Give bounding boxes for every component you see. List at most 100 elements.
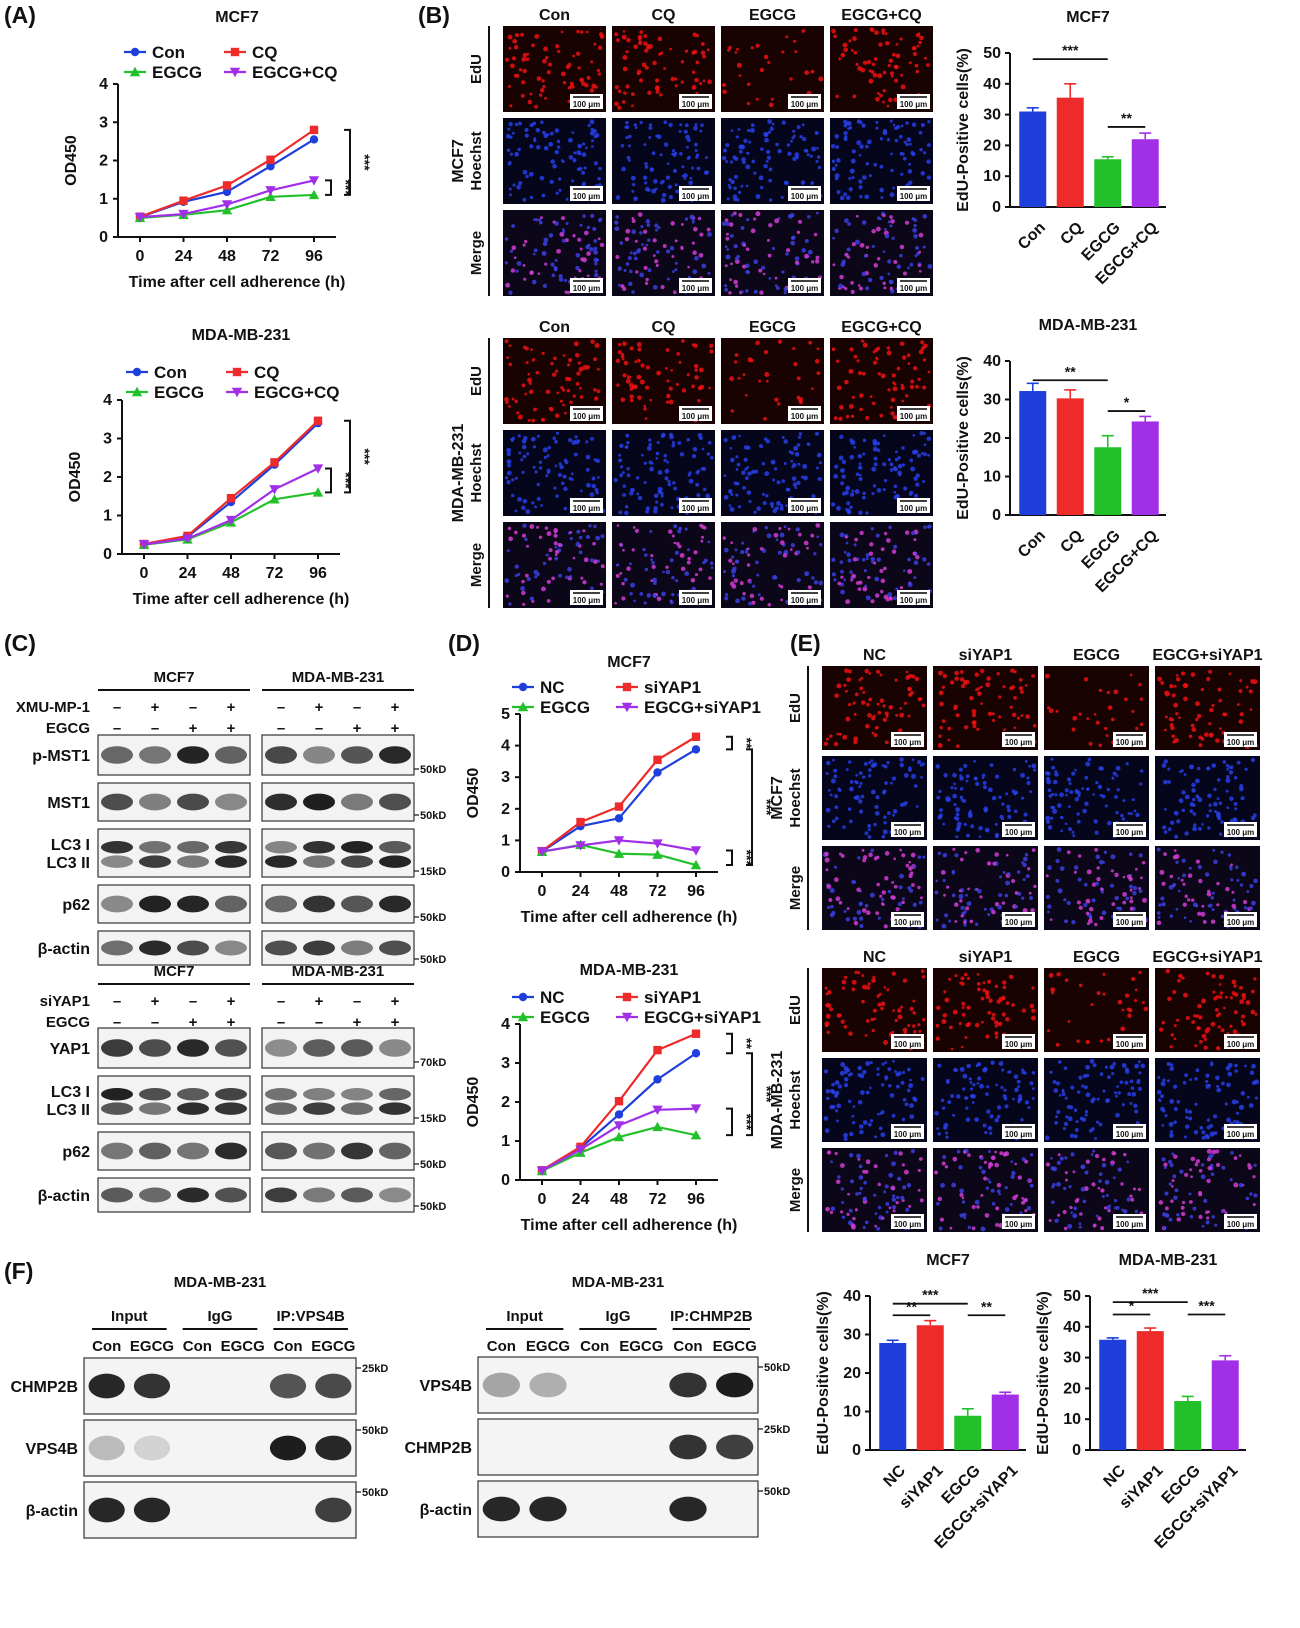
cell-dot (723, 438, 728, 443)
cell-dot (918, 250, 922, 254)
cell-dot (522, 498, 528, 504)
cell-dot (594, 342, 600, 348)
scale-bar-label: 100 μm (573, 100, 601, 109)
cell-dot (660, 285, 665, 290)
cell-dot (575, 253, 581, 258)
cell-dot (871, 228, 876, 234)
cell-dot (566, 388, 571, 393)
cell-dot (872, 72, 878, 78)
cell-dot (665, 175, 670, 180)
cell-dot (555, 44, 560, 49)
cell-dot (836, 189, 841, 195)
row-label: EdU (468, 366, 485, 396)
cell-dot (681, 174, 685, 178)
cell-dot (910, 150, 915, 155)
cell-dot (634, 239, 638, 243)
cell-dot (775, 506, 779, 511)
cell-dot (649, 398, 653, 402)
cell-dot (879, 187, 884, 193)
cell-dot (816, 155, 821, 159)
column-header: EGCG+CQ (841, 319, 921, 336)
cell-dot (813, 232, 818, 237)
cell-dot (851, 176, 855, 180)
cell-dot (635, 270, 639, 274)
cell-dot (765, 494, 769, 498)
data-point (270, 458, 279, 467)
cell-dot (920, 340, 925, 345)
cell-dot (621, 166, 626, 172)
cell-dot (734, 257, 739, 261)
data-point (309, 135, 319, 144)
data-point (266, 162, 275, 171)
cell-dot (633, 196, 638, 202)
cell-dot (721, 221, 727, 227)
cell-dot (538, 460, 543, 464)
cell-dot (748, 140, 752, 144)
cell-dot (781, 120, 786, 125)
cell-dot (771, 122, 775, 126)
cell-dot (859, 120, 863, 125)
cell-dot (578, 166, 583, 172)
cell-dot (918, 349, 924, 355)
cell-dot (512, 38, 518, 44)
cell-dot (691, 241, 695, 245)
cell-dot (561, 239, 566, 243)
cell-dot (729, 278, 733, 282)
cell-dot (626, 375, 632, 380)
legend-entry: Con (152, 43, 185, 62)
cell-dot (811, 387, 814, 390)
cell-dot (561, 481, 565, 486)
cell-dot (558, 274, 563, 279)
sig-label: *** (357, 154, 373, 171)
cell-dot (667, 482, 672, 487)
cell-dot (745, 269, 750, 275)
cell-dot (918, 269, 922, 273)
cell-dot (619, 443, 624, 449)
cell-dot (630, 92, 635, 96)
cell-dot (705, 493, 711, 499)
cell-dot (804, 253, 809, 259)
cell-dot (750, 123, 755, 128)
scale-bar-label: 100 μm (900, 100, 928, 109)
cell-dot (639, 272, 645, 278)
cell-dot (614, 32, 619, 37)
cell-dot (674, 84, 678, 88)
cell-dot (576, 29, 580, 34)
cell-dot (529, 195, 534, 200)
cell-dot (514, 399, 519, 404)
cell-dot (541, 417, 545, 422)
cell-dot (792, 462, 797, 468)
cell-dot (850, 49, 854, 52)
cell-dot (679, 123, 683, 127)
scale-bar-label: 100 μm (682, 284, 710, 293)
cell-dot (836, 158, 841, 163)
cell-dot (756, 506, 761, 511)
data-point (182, 534, 193, 544)
cell-dot (517, 496, 522, 502)
cell-dot (738, 434, 741, 438)
cell-dot (830, 144, 836, 149)
cell-dot (512, 183, 516, 187)
cell-dot (707, 79, 712, 85)
cell-dot (535, 127, 541, 133)
cell-dot (562, 354, 566, 357)
cell-dot (836, 505, 841, 511)
cell-dot (671, 440, 675, 445)
cell-dot (861, 123, 866, 128)
cell-dot (902, 271, 908, 276)
cell-dot (792, 134, 796, 138)
cell-dot (580, 489, 583, 493)
cell-dot (842, 42, 848, 48)
cell-dot (777, 339, 783, 344)
cell-dot (655, 263, 659, 268)
cell-dot (559, 399, 563, 403)
cell-dot (730, 179, 735, 185)
cell-dot (666, 460, 670, 464)
cell-dot (865, 144, 869, 149)
cell-dot (710, 455, 714, 460)
cell-dot (651, 188, 657, 194)
cell-dot (636, 374, 642, 380)
cell-dot (890, 406, 893, 409)
cell-dot (770, 459, 776, 465)
cell-dot (927, 453, 930, 457)
